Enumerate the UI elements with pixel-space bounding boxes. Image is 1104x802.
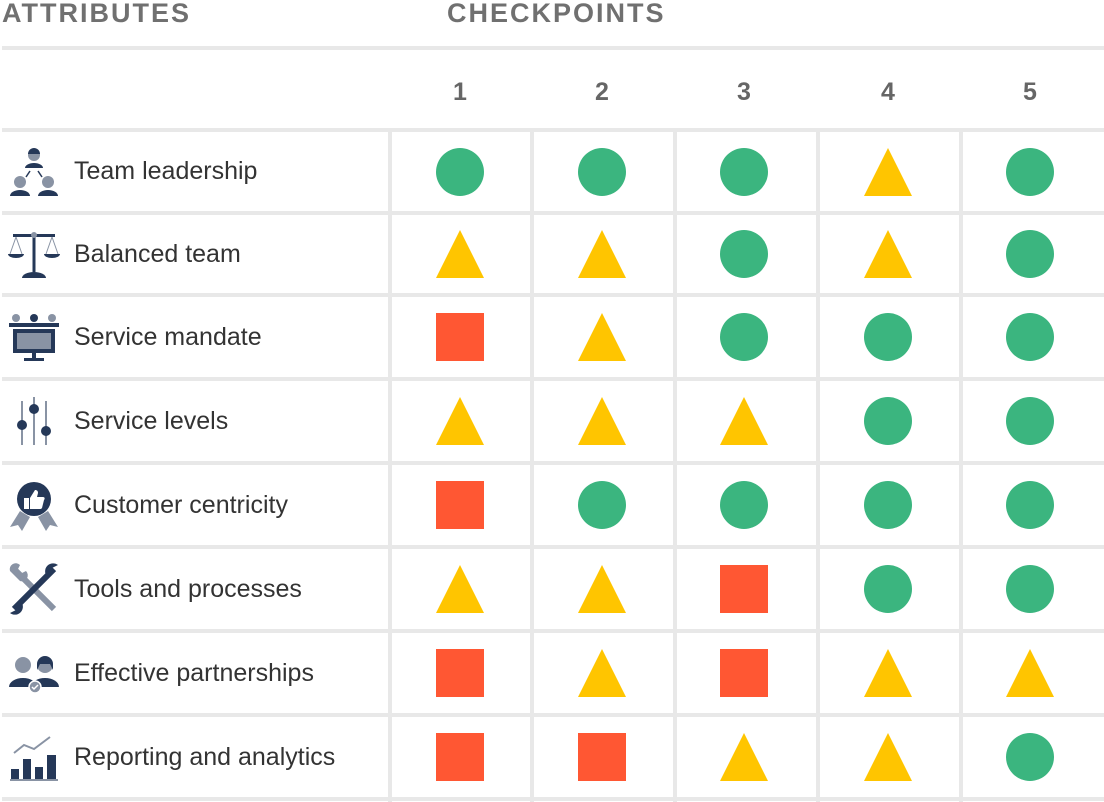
status-triangle-mark (436, 230, 484, 278)
team-leadership-icon (4, 142, 64, 202)
checkpoint-header-5: 5 (1023, 78, 1037, 106)
status-triangle-mark (578, 230, 626, 278)
status-triangle-mark (578, 649, 626, 697)
attribute-label: Balanced team (74, 239, 241, 268)
status-circle-mark (1006, 147, 1054, 196)
attribute-label: Tools and processes (74, 574, 302, 603)
scales-icon (4, 224, 64, 284)
attribute-row-label: Service mandate (0, 297, 389, 377)
attribute-label: Service levels (74, 406, 229, 435)
status-circle-mark (864, 313, 912, 361)
attributes-heading: ATTRIBUTES (2, 0, 191, 28)
attribute-row-label: Balanced team (0, 215, 389, 293)
attribute-row-label: Customer centricity (0, 465, 389, 545)
row-divider (2, 461, 1104, 465)
checkpoint-header-3: 3 (737, 78, 751, 106)
status-triangle-mark (578, 565, 626, 613)
status-triangle-mark (436, 397, 484, 445)
wrench-icon (4, 559, 64, 619)
attribute-row-label: Service levels (0, 381, 389, 461)
status-circle-mark (578, 481, 626, 529)
status-triangle-mark (864, 649, 912, 697)
status-triangle-mark (720, 733, 768, 781)
status-square-mark (720, 649, 768, 697)
attribute-row-label: Tools and processes (0, 549, 389, 629)
checkpoint-header-1: 1 (453, 78, 467, 106)
status-circle-mark (720, 147, 768, 196)
status-circle-mark (720, 230, 768, 278)
status-triangle-mark (578, 397, 626, 445)
status-circle-mark (864, 397, 912, 445)
status-circle-mark (864, 565, 912, 613)
status-triangle-mark (864, 733, 912, 781)
status-triangle-mark (720, 397, 768, 445)
attribute-row-label: Team leadership (0, 132, 389, 211)
status-circle-mark (1006, 733, 1054, 781)
status-circle-mark (720, 313, 768, 361)
status-circle-mark (1006, 230, 1054, 278)
row-divider (2, 46, 1104, 50)
row-divider (2, 545, 1104, 549)
attribute-label: Effective partnerships (74, 658, 314, 687)
status-square-mark (436, 481, 484, 529)
attribute-row-label: Reporting and analytics (0, 717, 389, 797)
status-square-mark (720, 565, 768, 613)
service-desk-icon (4, 307, 64, 367)
row-divider (2, 377, 1104, 381)
status-square-mark (436, 733, 484, 781)
thumbs-up-badge-icon (4, 475, 64, 535)
bar-chart-icon (4, 727, 64, 787)
column-divider (530, 129, 534, 802)
checkpoint-header-4: 4 (881, 78, 895, 106)
status-square-mark (578, 733, 626, 781)
status-circle-mark (1006, 565, 1054, 613)
checkpoint-header-2: 2 (595, 78, 609, 106)
status-square-mark (436, 313, 484, 361)
partners-icon (4, 643, 64, 703)
column-divider (959, 129, 963, 802)
status-triangle-mark (578, 313, 626, 361)
status-triangle-mark (864, 147, 912, 196)
row-divider (2, 293, 1104, 297)
column-divider (816, 129, 820, 802)
row-divider (2, 128, 1104, 132)
status-circle-mark (578, 147, 626, 196)
row-divider (2, 211, 1104, 215)
status-circle-mark (436, 147, 484, 196)
status-triangle-mark (864, 230, 912, 278)
status-circle-mark (1006, 397, 1054, 445)
status-circle-mark (720, 481, 768, 529)
status-square-mark (436, 649, 484, 697)
row-divider (2, 797, 1104, 801)
attribute-label: Reporting and analytics (74, 742, 336, 771)
status-triangle-mark (436, 565, 484, 613)
status-circle-mark (1006, 481, 1054, 529)
checkpoints-heading: CHECKPOINTS (447, 0, 666, 28)
column-divider (388, 129, 392, 802)
row-divider (2, 629, 1104, 633)
status-circle-mark (1006, 313, 1054, 361)
row-divider (2, 713, 1104, 717)
attribute-row-label: Effective partnerships (0, 633, 389, 713)
attribute-label: Service mandate (74, 322, 262, 351)
sliders-icon (4, 391, 64, 451)
attribute-label: Team leadership (74, 157, 258, 185)
column-divider (673, 129, 677, 802)
attribute-label: Customer centricity (74, 490, 288, 519)
status-circle-mark (864, 481, 912, 529)
status-triangle-mark (1006, 649, 1054, 697)
